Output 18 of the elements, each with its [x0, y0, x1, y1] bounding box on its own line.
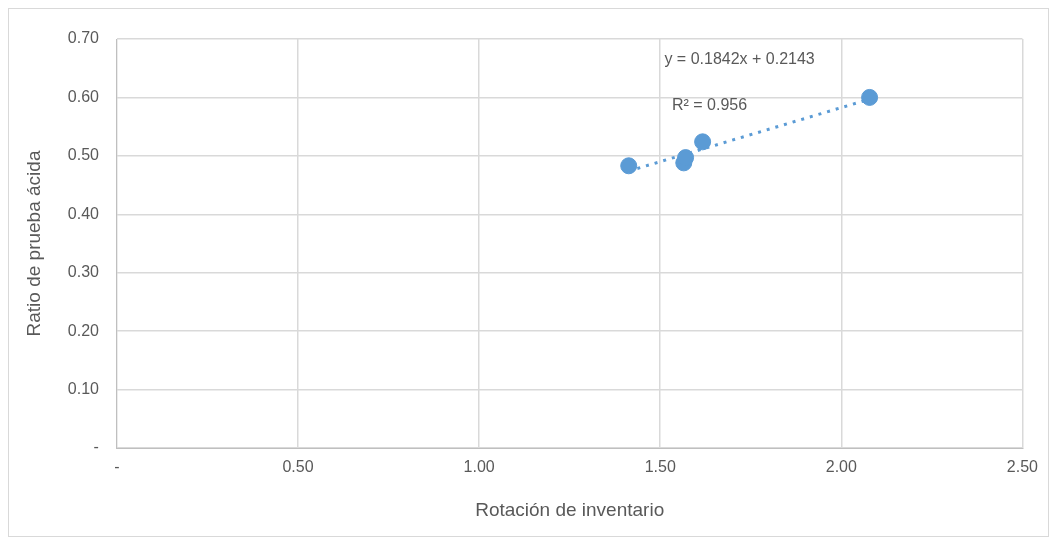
y-axis-title: Ratio de prueba ácida: [22, 150, 44, 337]
y-tick-label: 0.60: [67, 87, 100, 105]
annotation: R² = 0.956: [672, 95, 748, 113]
x-tick-label: 1.50: [644, 458, 676, 476]
y-tick-label: 0.20: [67, 321, 100, 339]
y-tick-label: 0.50: [67, 146, 100, 164]
y-tick-label: 0.10: [67, 379, 100, 397]
x-tick-label: 1.00: [463, 458, 495, 476]
x-tick-label: 2.00: [825, 458, 857, 476]
annotation: y = 0.1842x + 0.2143: [664, 49, 815, 67]
y-tick-label: 0.40: [67, 204, 100, 222]
x-tick-label: -: [114, 458, 120, 476]
x-axis-title: Rotación de inventario: [475, 498, 665, 520]
x-tick-label: 2.50: [1006, 458, 1039, 476]
x-tick-label: 0.50: [282, 458, 314, 476]
y-tick-label: 0.70: [67, 29, 100, 47]
y-tick-label: 0.30: [67, 263, 100, 281]
y-tick-label: -: [93, 438, 99, 456]
